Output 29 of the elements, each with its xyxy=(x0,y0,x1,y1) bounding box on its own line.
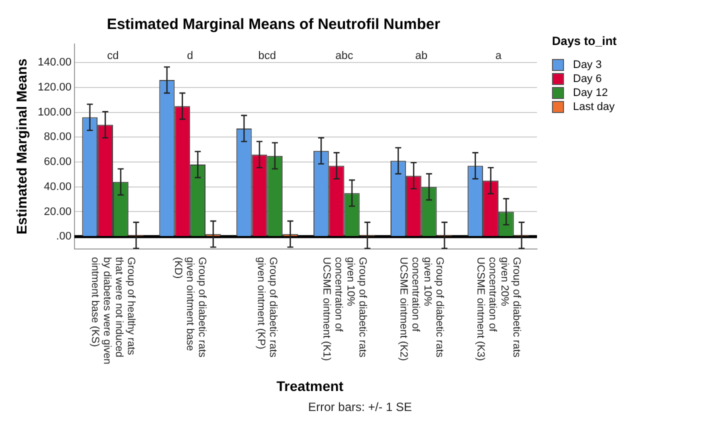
y-tick-label: .00 xyxy=(56,230,72,243)
y-tick-label: 60.00 xyxy=(44,156,72,168)
y-tick-label: 100.00 xyxy=(38,106,72,118)
annotation: cd xyxy=(107,50,119,62)
y-tick-label: 140.00 xyxy=(38,56,72,69)
legend-label: Day 6 xyxy=(573,73,602,85)
y-tick-label: 40.00 xyxy=(44,180,72,193)
chart-title: Estimated Marginal Means of Neutrofil Number xyxy=(106,16,440,34)
annotation: ab xyxy=(415,50,428,62)
x-axis-title: Treatment xyxy=(276,378,344,394)
annotation: abc xyxy=(335,50,354,62)
x-tick-label: Group of diabetic rats given 20% concentration of UCSME ointment (K3) xyxy=(474,257,522,363)
y-tick-label: 20.00 xyxy=(44,206,72,218)
x-tick-label: Group of diabetic rats given 10% concentration of UCSME ointment (K2) xyxy=(397,257,446,363)
legend-title: Days to_int xyxy=(552,34,617,48)
x-tick-label: Group of diabetic rats given 10% concentration of UCSME ointment (K1) xyxy=(320,257,368,363)
x-tick-label: Group of healthy rats that were not induced by diabetes were given ointment base (KS) xyxy=(88,257,137,365)
annotation: a xyxy=(495,50,502,62)
x-tick-label: Group of diabetic rats given ointment (KP) xyxy=(255,257,280,360)
legend-label: Last day xyxy=(573,101,615,113)
legend-label: Day 3 xyxy=(573,59,602,71)
y-axis-title: Estimated Marginal Means xyxy=(13,58,30,234)
y-tick-label: 120.00 xyxy=(38,82,72,94)
y-tick-label: 80.00 xyxy=(44,131,72,144)
legend-label: Day 12 xyxy=(573,87,608,99)
annotation: d xyxy=(187,50,194,62)
text: Error bars: +/- 1 SE xyxy=(307,400,413,414)
annotation: bcd xyxy=(258,50,276,62)
x-tick-label: Group of diabetic rats given ointment base (KD) xyxy=(172,257,208,360)
